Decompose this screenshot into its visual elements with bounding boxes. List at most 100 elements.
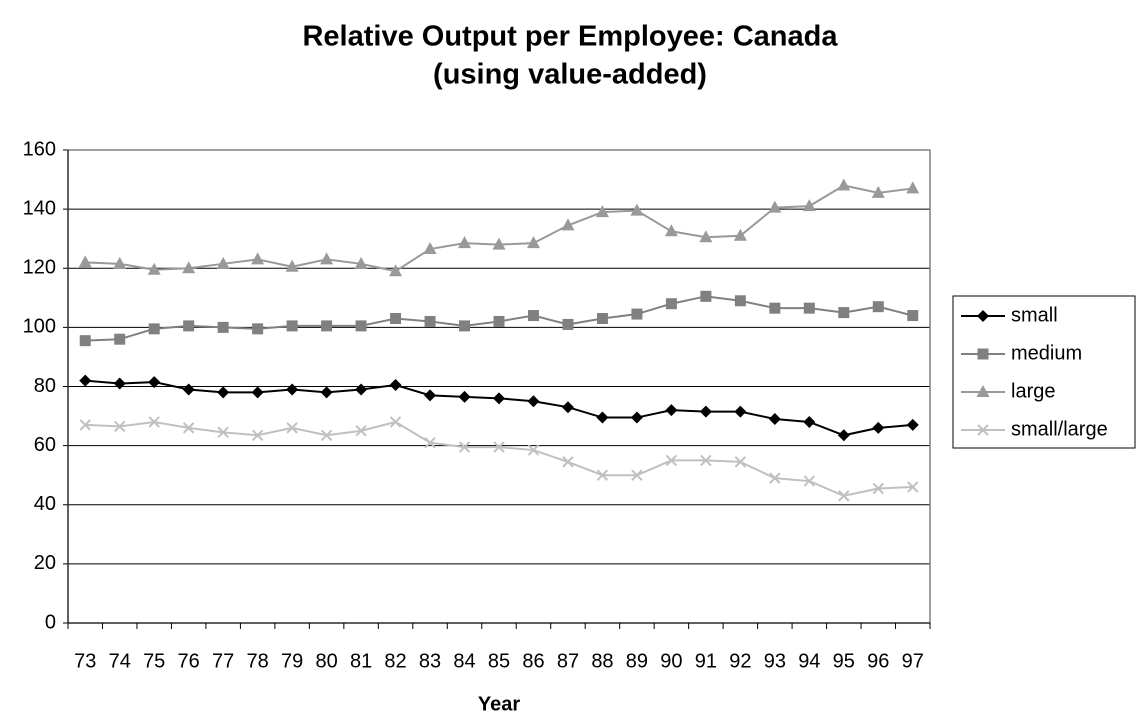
point-marker	[217, 386, 230, 399]
legend-marker	[977, 348, 989, 360]
point-marker	[286, 422, 298, 434]
point-marker	[78, 255, 92, 268]
point-marker	[424, 315, 436, 327]
point-marker	[838, 307, 850, 319]
y-tick-label: 120	[23, 257, 56, 279]
point-marker	[458, 236, 472, 249]
point-marker	[114, 333, 126, 345]
point-marker	[872, 482, 884, 495]
x-tick-label: 76	[178, 650, 200, 672]
point-marker	[837, 429, 850, 442]
point-marker	[803, 302, 815, 314]
point-marker	[285, 259, 299, 272]
point-marker	[872, 421, 885, 434]
point-marker	[493, 315, 505, 327]
point-marker	[148, 416, 160, 428]
legend-label: large	[1011, 380, 1055, 402]
x-tick-label: 80	[315, 650, 337, 672]
x-tick-label: 91	[695, 650, 717, 672]
chart-title: Relative Output per Employee: Canada	[302, 21, 838, 53]
point-marker	[906, 181, 920, 194]
point-marker	[389, 416, 402, 428]
point-marker	[389, 379, 402, 392]
x-tick-label: 82	[384, 650, 406, 672]
x-tick-label: 81	[350, 650, 372, 672]
point-marker	[147, 262, 161, 275]
x-tick-label: 77	[212, 650, 234, 672]
legend-marker	[976, 385, 990, 397]
point-marker	[733, 228, 747, 241]
point-marker	[355, 383, 368, 396]
x-tick-label: 88	[591, 650, 613, 672]
point-marker	[561, 218, 575, 231]
point-marker	[182, 422, 195, 434]
point-marker	[631, 469, 643, 481]
point-marker	[182, 261, 196, 274]
x-tick-label: 96	[867, 650, 889, 672]
point-marker	[665, 298, 677, 310]
point-marker	[113, 256, 127, 269]
point-marker	[562, 318, 574, 330]
point-marker	[114, 420, 126, 433]
point-marker	[458, 390, 471, 403]
series-line	[85, 184, 913, 273]
x-tick-label: 90	[660, 650, 682, 672]
x-axis-label: Year	[478, 693, 520, 715]
point-marker	[251, 429, 264, 441]
point-marker	[286, 383, 299, 396]
point-marker	[321, 320, 333, 332]
x-tick-label: 93	[764, 650, 786, 672]
point-marker	[492, 237, 506, 250]
point-marker	[493, 392, 505, 405]
y-tick-label: 20	[34, 552, 56, 574]
point-marker	[700, 290, 712, 302]
y-tick-label: 100	[23, 316, 56, 338]
x-tick-label: 83	[419, 650, 441, 672]
point-marker	[424, 436, 436, 449]
point-marker	[872, 301, 884, 313]
point-marker	[493, 441, 505, 453]
x-tick-label: 92	[729, 650, 751, 672]
y-tick-label: 160	[23, 138, 56, 160]
series-line	[85, 420, 913, 497]
x-tick-label: 94	[798, 650, 820, 672]
point-marker	[699, 405, 712, 418]
point-marker	[354, 256, 368, 269]
point-marker	[631, 308, 643, 320]
x-tick-label: 89	[626, 650, 648, 672]
y-tick-label: 60	[34, 434, 56, 456]
chart-subtitle: (using value-added)	[433, 59, 707, 91]
point-marker	[526, 236, 540, 249]
y-tick-label: 40	[34, 493, 56, 515]
y-tick-label: 0	[45, 611, 56, 633]
point-marker	[182, 383, 195, 396]
point-marker	[458, 441, 471, 453]
point-marker	[355, 320, 367, 332]
legend-marker	[977, 310, 989, 322]
point-marker	[216, 256, 230, 269]
y-tick-label: 80	[34, 375, 56, 397]
point-marker	[665, 404, 678, 417]
x-tick-label: 73	[74, 650, 96, 672]
x-tick-label: 97	[902, 650, 924, 672]
x-tick-label: 84	[453, 650, 475, 672]
point-marker	[768, 413, 781, 426]
x-tick-label: 75	[143, 650, 165, 672]
point-marker	[803, 415, 816, 428]
point-marker	[148, 376, 161, 389]
x-tick-label: 87	[557, 650, 579, 672]
point-marker	[251, 386, 264, 399]
legend-marker	[977, 424, 989, 436]
point-marker	[79, 335, 91, 347]
point-marker	[217, 426, 229, 439]
point-marker	[459, 320, 471, 332]
point-marker	[286, 320, 298, 332]
point-marker	[527, 395, 540, 408]
point-marker	[700, 454, 712, 467]
point-marker	[596, 411, 609, 424]
point-marker	[320, 252, 334, 265]
point-marker	[389, 264, 403, 277]
point-marker	[871, 185, 885, 198]
point-marker	[768, 200, 782, 213]
